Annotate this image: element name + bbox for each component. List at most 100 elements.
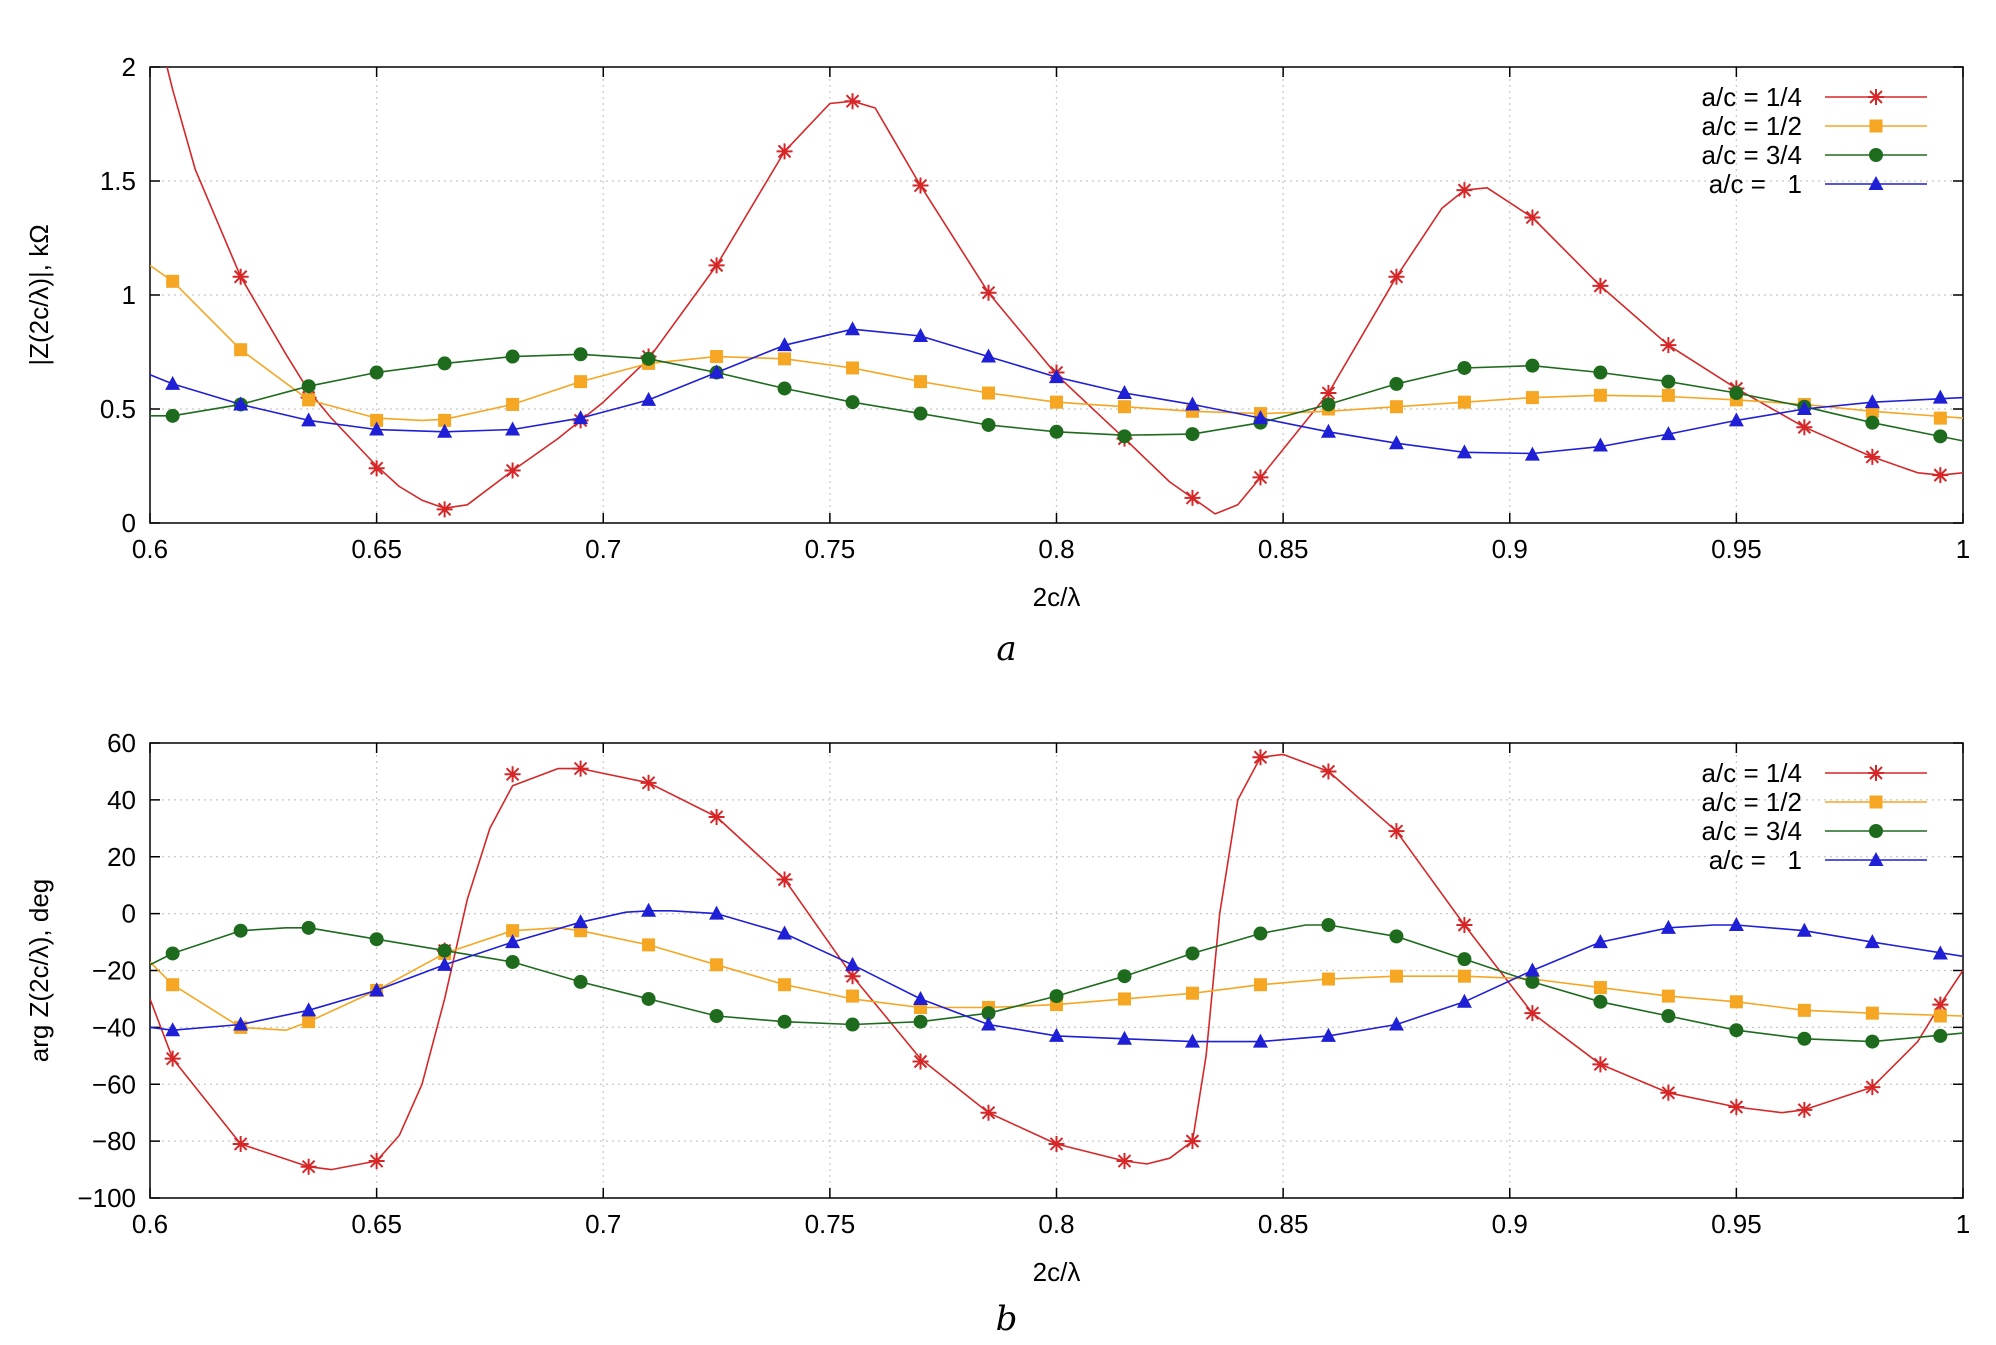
data-point — [1661, 989, 1675, 1003]
axes: 0.6 0.65 0.7 0.75 0.8 0.85 0.9 0.95 1 −100 −80 −60 −… — [77, 728, 1970, 1239]
data-point — [844, 968, 861, 985]
data-point — [301, 920, 316, 935]
data-point — [1932, 945, 1948, 960]
data-point — [778, 352, 792, 366]
legend-marker — [1868, 765, 1884, 781]
data-point — [233, 923, 248, 938]
y-axis-label: |Z(2c/λ)|, kΩ — [24, 224, 54, 365]
y-tick-label: 2 — [122, 52, 136, 82]
data-point — [301, 412, 317, 427]
data-point — [1389, 969, 1403, 983]
data-point — [1592, 1056, 1609, 1073]
data-point — [506, 397, 520, 411]
x-tick-label: 0.7 — [585, 1209, 621, 1239]
y-tick-label: 1.5 — [100, 166, 136, 196]
data-point — [165, 946, 180, 961]
legend: a/c = 1/4a/c = 1/2a/c = 3/4a/c = 1 — [1702, 758, 1927, 875]
data-point — [1933, 1028, 1948, 1043]
data-point — [1184, 1133, 1201, 1150]
legend-marker — [1869, 824, 1883, 838]
data-point — [572, 760, 589, 777]
data-point — [1593, 981, 1607, 995]
x-tick-label: 1 — [1956, 1209, 1970, 1239]
legend-marker — [1868, 852, 1884, 866]
data-point — [1729, 386, 1744, 401]
data-point — [573, 914, 589, 929]
axes: 0.6 0.65 0.7 0.75 0.8 0.85 0.9 0.95 1 0 0.5 1 1.5 2 — [100, 52, 1970, 564]
data-point — [1457, 360, 1472, 375]
data-point — [1117, 992, 1131, 1006]
data-point — [777, 381, 792, 396]
data-point — [1456, 993, 1472, 1008]
plot-area — [150, 749, 1963, 1175]
data-point — [1320, 423, 1336, 438]
data-point — [1661, 1009, 1676, 1023]
data-point — [845, 1017, 860, 1032]
data-point — [437, 943, 452, 958]
data-point — [913, 328, 929, 343]
data-point — [1865, 1006, 1879, 1020]
data-point — [981, 1006, 996, 1021]
x-axis-label: 2c/λ — [1033, 582, 1081, 612]
data-point — [1797, 1003, 1811, 1017]
x-tick-label: 0.7 — [585, 534, 621, 564]
x-tick-label: 0.9 — [1492, 534, 1528, 564]
legend-marker — [1869, 119, 1883, 133]
data-point — [1660, 919, 1676, 934]
data-point — [438, 413, 452, 427]
data-point — [1321, 918, 1336, 932]
data-point — [165, 375, 181, 390]
data-point — [980, 284, 997, 301]
data-point — [1729, 995, 1743, 1009]
data-point — [504, 462, 521, 479]
data-point — [912, 1053, 929, 1070]
legend-label: a/c = 3/4 — [1702, 816, 1802, 846]
y-tick-label: −40 — [92, 1012, 136, 1042]
data-point — [1593, 365, 1608, 380]
data-point — [709, 905, 725, 920]
data-point — [845, 321, 861, 336]
data-point — [166, 274, 180, 288]
x-tick-label: 0.95 — [1711, 534, 1762, 564]
x-tick-label: 1 — [1956, 534, 1970, 564]
legend-label: a/c = 1/2 — [1702, 787, 1802, 817]
data-point — [1660, 1084, 1677, 1101]
y-tick-label: −60 — [92, 1069, 136, 1099]
data-point — [1252, 410, 1268, 425]
grid — [150, 743, 1963, 1198]
data-point — [982, 386, 996, 400]
data-point — [437, 956, 453, 971]
data-point — [506, 924, 520, 938]
series-line — [150, 353, 1963, 442]
data-point — [1321, 397, 1336, 412]
data-point — [1049, 1027, 1064, 1042]
data-point — [1184, 489, 1201, 506]
data-point — [1388, 823, 1405, 840]
data-point — [1660, 426, 1676, 441]
data-point — [1320, 1027, 1336, 1042]
data-point — [845, 395, 860, 410]
data-point — [1253, 926, 1268, 941]
data-point — [1185, 427, 1200, 442]
data-point — [777, 1014, 792, 1029]
data-point — [437, 423, 453, 438]
data-point — [1116, 1153, 1133, 1170]
y-tick-label: 60 — [107, 728, 136, 758]
y-tick-label: 1 — [122, 280, 136, 310]
data-point — [981, 1016, 997, 1031]
data-point — [302, 393, 316, 407]
x-tick-label: 0.6 — [132, 1209, 168, 1239]
data-point — [845, 956, 861, 971]
y-tick-label: −20 — [92, 956, 136, 986]
x-axis-label: 2c/λ — [1033, 1257, 1081, 1287]
y-axis-label: arg Z(2c/λ), deg — [24, 879, 54, 1063]
data-point — [1864, 394, 1880, 409]
x-tick-label: 0.6 — [132, 534, 168, 564]
data-point — [642, 938, 656, 952]
data-point — [1252, 1033, 1268, 1048]
data-point — [641, 391, 657, 406]
data-point — [573, 410, 589, 425]
data-point — [641, 991, 656, 1006]
data-point — [1729, 1023, 1744, 1038]
data-point — [844, 93, 861, 110]
